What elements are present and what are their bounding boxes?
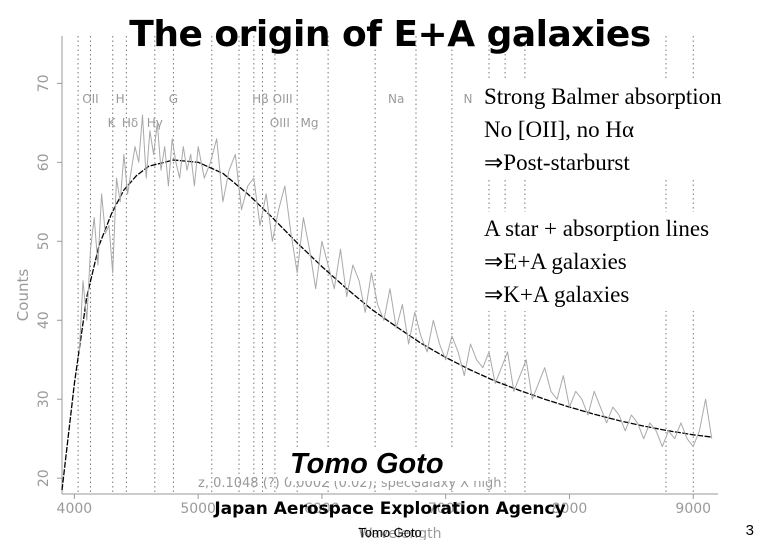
x-tick-label: 4000 xyxy=(57,501,93,517)
x-tick-label: 8000 xyxy=(552,501,588,517)
x-axis-label: Wavelength xyxy=(358,526,441,540)
y-tick-label: 60 xyxy=(36,153,52,171)
note-line: ⇒K+A galaxies xyxy=(484,282,630,307)
page-number: 3 xyxy=(745,522,754,539)
notes-post-starburst: Strong Balmer absorption No [OII], no Hα… xyxy=(484,80,780,179)
x-tick-label: 5000 xyxy=(180,501,216,517)
slide-title: The origin of E+A galaxies xyxy=(129,14,651,55)
y-tick-label: 20 xyxy=(36,469,52,487)
spectral-line-label: K xyxy=(108,116,117,130)
x-tick-label: 6000 xyxy=(304,501,340,517)
note-line: No [OII], no Hα xyxy=(484,117,635,142)
note-line: Strong Balmer absorption xyxy=(484,84,722,109)
spectral-line-label: Mg xyxy=(301,116,319,130)
spectral-line-label: Hβ OIII xyxy=(252,92,293,106)
note-line: ⇒E+A galaxies xyxy=(484,249,627,274)
spectral-line-label: Hγ xyxy=(147,116,163,130)
x-tick-label: 7000 xyxy=(428,501,464,517)
x-tick-label: 9000 xyxy=(675,501,711,517)
notes-ea-galaxies: A star + absorption lines ⇒E+A galaxies … xyxy=(484,212,780,311)
y-axis-label: Counts xyxy=(14,269,32,322)
spectral-line-label: OIII xyxy=(270,116,290,130)
spectral-line-label: Na xyxy=(388,92,404,106)
note-line: A star + absorption lines xyxy=(484,216,710,241)
y-tick-label: 70 xyxy=(36,74,52,92)
note-line: ⇒Post-starburst xyxy=(484,150,630,175)
author-name: Tomo Goto xyxy=(288,448,488,481)
spectral-line-label: H xyxy=(116,92,125,106)
spectral-line-label: N xyxy=(463,92,472,106)
y-tick-label: 30 xyxy=(36,390,52,408)
affiliation: Japan Aerospace Exploration Agency xyxy=(214,499,566,519)
spectral-line-label: OII xyxy=(82,92,99,106)
spectral-line-label: Hδ xyxy=(122,116,138,130)
spectral-line-label: G xyxy=(169,92,178,106)
observed-spectrum xyxy=(78,114,713,448)
y-tick-label: 40 xyxy=(36,311,52,329)
footer-text: Tomo Goto xyxy=(358,525,422,540)
model-curve xyxy=(61,159,712,491)
y-tick-label: 50 xyxy=(36,232,52,250)
